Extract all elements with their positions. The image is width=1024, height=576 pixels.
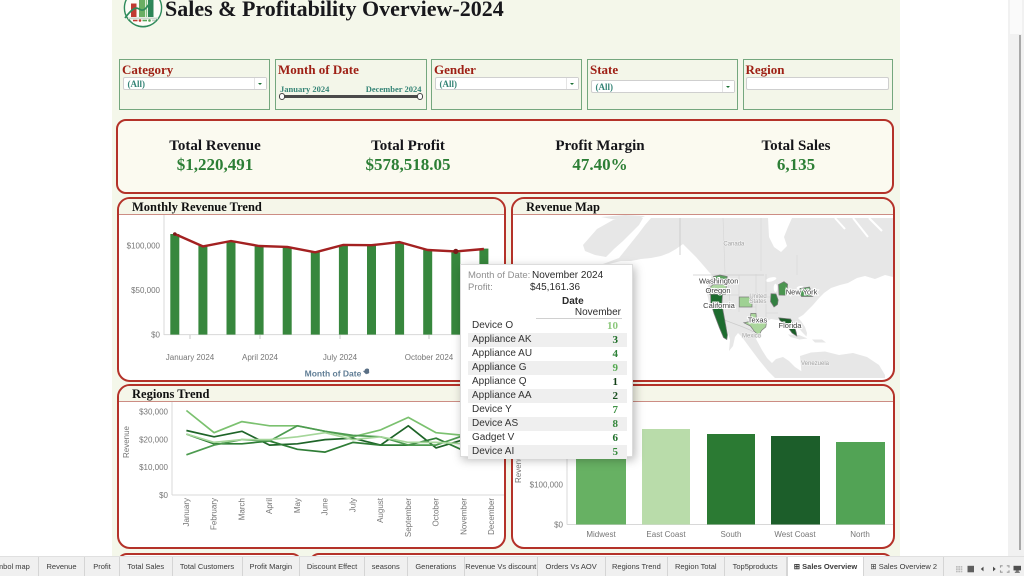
svg-text:Texas: Texas [748,316,768,325]
svg-text:October: October [432,498,441,527]
svg-text:July 2024: July 2024 [323,353,358,362]
svg-text:$0: $0 [554,521,563,530]
svg-text:$0: $0 [159,491,168,500]
svg-text:Month of Date: Month of Date [305,369,362,379]
svg-text:$30,000: $30,000 [139,408,168,417]
svg-text:$50,000: $50,000 [131,286,160,295]
svg-text:October 2024: October 2024 [405,353,454,362]
svg-text:$100,000: $100,000 [530,481,564,490]
svg-text:United: United [749,294,766,300]
svg-text:February: February [210,498,219,530]
svg-text:$100,000: $100,000 [127,242,161,251]
svg-text:Midwest: Midwest [586,530,616,539]
svg-text:South: South [721,530,742,539]
svg-text:April 2024: April 2024 [242,353,279,362]
svg-text:Florida: Florida [779,321,803,330]
svg-text:June: June [321,497,330,515]
svg-text:North: North [850,530,870,539]
svg-text:Mexico: Mexico [742,333,762,339]
svg-text:August: August [376,497,385,523]
svg-text:April: April [265,498,274,514]
svg-text:East Coast: East Coast [646,530,686,539]
svg-text:May: May [293,498,302,513]
svg-text:September: September [404,498,413,537]
svg-text:January: January [182,498,191,526]
svg-text:Revenue: Revenue [514,450,523,483]
svg-text:Revenue: Revenue [122,425,131,458]
svg-text:$10,000: $10,000 [139,463,168,472]
svg-text:Venezuela: Venezuela [801,361,830,367]
svg-text:States: States [749,299,766,305]
svg-text:January 2024: January 2024 [166,353,215,362]
svg-text:Oregon: Oregon [705,286,730,295]
svg-text:December: December [487,498,496,535]
svg-text:West Coast: West Coast [774,530,816,539]
svg-text:$0: $0 [151,331,160,340]
svg-text:$20,000: $20,000 [139,435,168,444]
svg-text:November: November [459,498,468,535]
svg-text:March: March [237,498,246,520]
svg-text:Canada: Canada [723,241,745,247]
svg-text:New York: New York [786,288,818,297]
svg-text:Washington: Washington [699,277,738,286]
svg-text:July: July [348,498,357,512]
svg-text:California: California [703,301,736,310]
